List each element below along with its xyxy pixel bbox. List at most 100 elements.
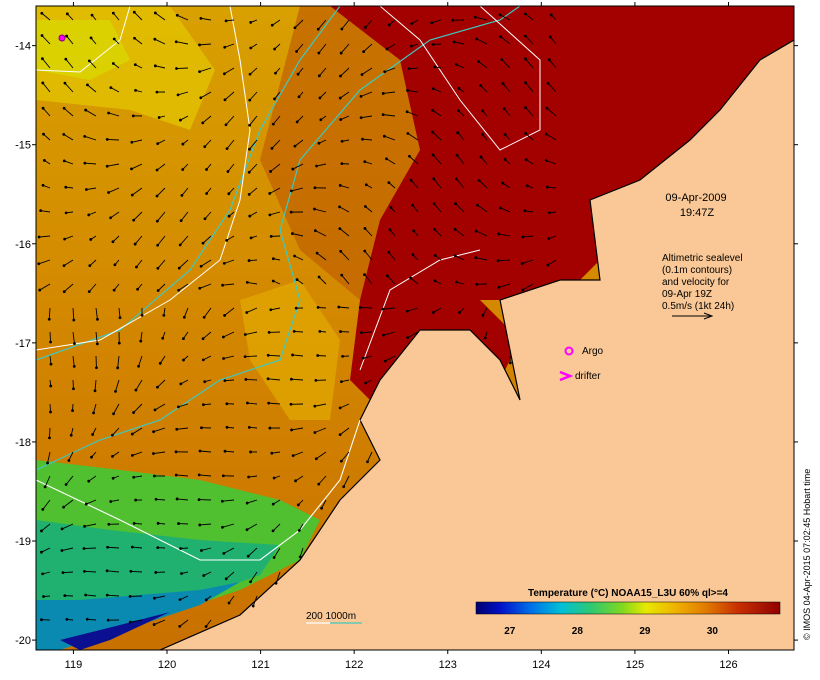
velocity-vector-head (205, 168, 208, 171)
velocity-vector-head (381, 307, 385, 311)
velocity-vector (291, 187, 304, 192)
velocity-vector (341, 19, 350, 30)
velocity-vector-head (128, 620, 132, 624)
velocity-vector-head (246, 554, 250, 558)
velocity-vector (247, 281, 258, 285)
velocity-vector (199, 283, 212, 289)
velocity-vector-head (205, 192, 209, 195)
velocity-vector (475, 230, 488, 237)
velocity-vector-head (134, 88, 137, 92)
velocity-vector-head (318, 329, 322, 333)
bathy-1000m-contour (36, 6, 341, 361)
velocity-vector (339, 91, 350, 99)
velocity-vector-head (271, 279, 275, 283)
velocity-vector-head (289, 210, 293, 214)
velocity-vector-head (84, 502, 88, 506)
velocity-vector (340, 67, 350, 77)
velocity-vector (228, 595, 235, 604)
velocity-vector-head (38, 288, 42, 292)
velocity-vector (118, 307, 121, 318)
velocity-vector-head (156, 521, 160, 525)
velocity-vector-head (503, 158, 507, 161)
velocity-vector (65, 475, 74, 485)
velocity-vector-head (177, 522, 180, 525)
velocity-vector-head (67, 459, 71, 462)
velocity-vector (249, 91, 258, 101)
velocity-vector (249, 139, 258, 150)
velocity-vector-head (524, 106, 527, 109)
velocity-vector-head (203, 145, 207, 149)
velocity-vector (84, 162, 97, 165)
velocity-vector-head (201, 358, 205, 362)
velocity-vector-head (132, 218, 136, 222)
velocity-vector-head (49, 340, 52, 344)
velocity-vector-head (133, 242, 137, 246)
velocity-vector-head (85, 617, 89, 621)
hot-coastal-band (350, 300, 520, 400)
velocity-vector-head (381, 92, 385, 95)
velocity-vector (84, 570, 97, 573)
velocity-vector-head (433, 279, 437, 283)
velocity-vector (432, 131, 442, 141)
velocity-vector-head (387, 181, 391, 185)
velocity-vector-head (383, 70, 387, 74)
velocity-vector (49, 427, 51, 438)
velocity-vector (341, 274, 350, 285)
velocity-vector (341, 451, 350, 462)
velocity-vector (547, 186, 557, 189)
drifter-legend-icon (559, 370, 574, 382)
velocity-vector-head (475, 37, 478, 41)
x-tick-label: 123 (439, 659, 457, 671)
sealevel-contour-1 (36, 6, 251, 351)
velocity-vector-head (317, 275, 321, 279)
velocity-vector-head (270, 451, 274, 455)
velocity-vector-head (497, 232, 501, 236)
velocity-vector-head (202, 403, 205, 407)
velocity-vector (314, 403, 327, 407)
velocity-vector (318, 276, 327, 285)
velocity-vector-head (248, 147, 251, 151)
velocity-vector-head (179, 382, 183, 386)
velocity-vector (548, 59, 557, 69)
velocity-vector-head (179, 118, 182, 122)
velocity-vector-head (111, 476, 115, 480)
velocity-vector-head (109, 500, 113, 503)
velocity-vector-head (454, 202, 457, 205)
velocity-vector-head (41, 183, 45, 187)
velocity-vector-head (65, 34, 69, 38)
velocity-vector (95, 331, 98, 344)
velocity-vector-head (155, 168, 159, 172)
velocity-vector-head (181, 142, 185, 146)
velocity-vector-head (524, 81, 527, 85)
velocity-vector-head (49, 362, 53, 366)
velocity-vector-head (86, 83, 89, 87)
velocity-vector (360, 91, 373, 97)
velocity-vector-head (317, 74, 321, 78)
velocity-vector-head (476, 203, 479, 207)
velocity-vector (316, 252, 327, 261)
velocity-vector-head (135, 265, 138, 269)
velocity-vector-head (65, 12, 69, 16)
velocity-vector-head (222, 261, 226, 265)
velocity-vector (62, 571, 74, 574)
velocity-vector (155, 65, 166, 69)
velocity-vector-head (202, 315, 206, 319)
velocity-vector-head (339, 249, 343, 253)
velocity-vector-head (313, 207, 316, 211)
velocity-vector-head (62, 106, 66, 110)
velocity-vector-head (204, 625, 208, 628)
velocity-vector (456, 178, 465, 189)
velocity-vector-head (247, 193, 251, 196)
velocity-vector-head (313, 431, 317, 434)
velocity-vector-head (118, 316, 122, 320)
velocity-vector (384, 135, 396, 141)
velocity-vector-head (270, 146, 274, 150)
velocity-vector-head (131, 454, 134, 457)
velocity-vector-head (430, 21, 434, 25)
velocity-vector (546, 160, 557, 165)
velocity-vector-head (111, 240, 115, 244)
velocity-vector-head (199, 264, 203, 268)
velocity-vector-head (544, 132, 548, 136)
velocity-vector-head (179, 219, 183, 223)
velocity-vector-head (62, 132, 66, 136)
